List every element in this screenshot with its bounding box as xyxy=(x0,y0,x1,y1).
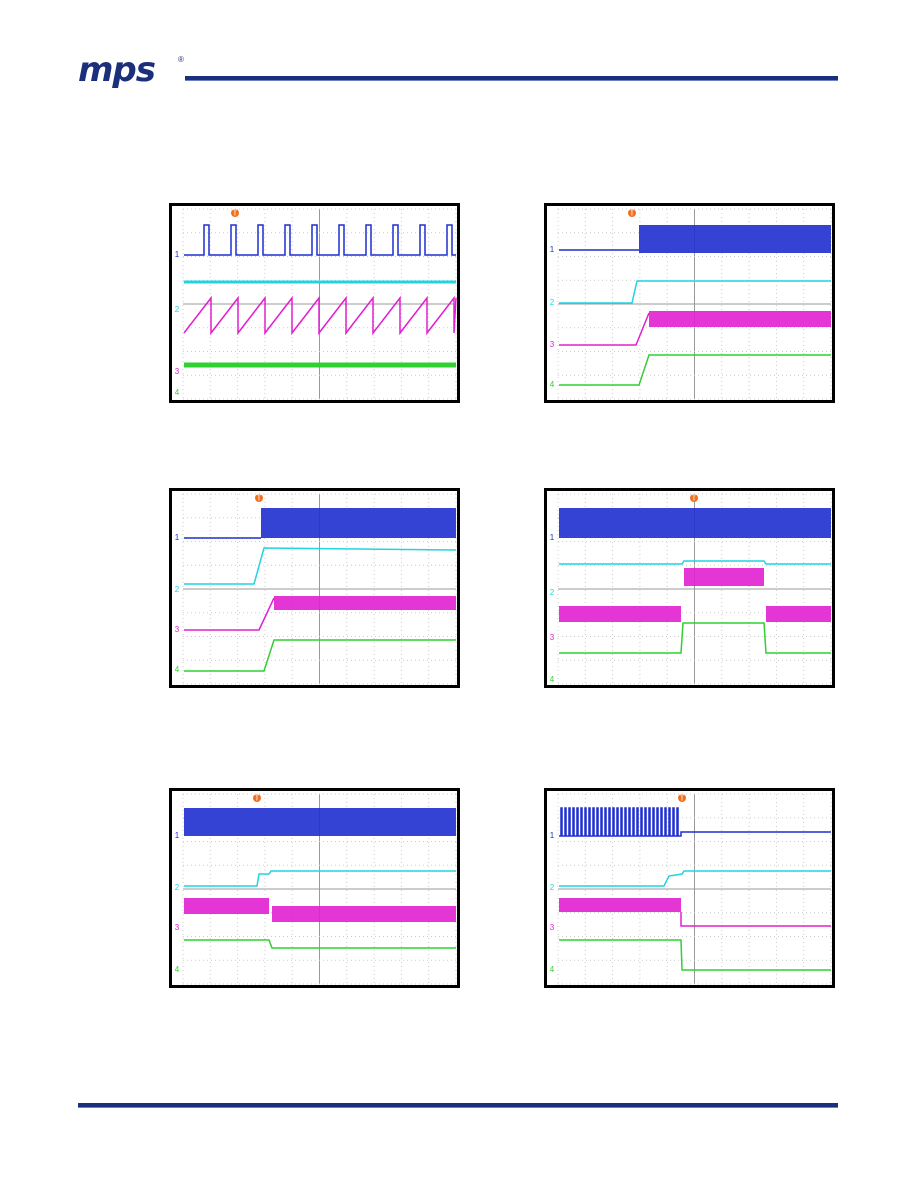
waveform xyxy=(184,639,456,672)
waveform-band xyxy=(559,898,681,912)
waveform xyxy=(184,870,456,887)
trigger-marker xyxy=(255,494,263,502)
channel-label: 2 xyxy=(550,298,555,307)
waveform-band xyxy=(559,508,831,538)
waveform-band xyxy=(559,606,681,622)
waveform-band xyxy=(184,898,269,914)
trigger-label: T xyxy=(630,209,635,218)
channel-label: 3 xyxy=(550,923,555,932)
oscilloscope: T 1 2 3 4 xyxy=(544,203,835,403)
waveform xyxy=(559,622,831,654)
channel-label: 3 xyxy=(550,340,555,349)
channel-label: 1 xyxy=(550,831,555,840)
channel-label: 3 xyxy=(175,923,180,932)
trigger-label: T xyxy=(692,494,697,503)
waveform xyxy=(680,912,831,927)
footer-rule xyxy=(78,1103,838,1107)
trigger-marker xyxy=(690,494,698,502)
waveform xyxy=(559,939,831,971)
waveform-band xyxy=(684,568,764,586)
channel-label: 4 xyxy=(550,675,555,684)
oscilloscope: T 1 2 3 4 xyxy=(544,788,835,988)
channel-label: 2 xyxy=(175,585,180,594)
channel-label: 2 xyxy=(175,305,180,314)
trigger-label: T xyxy=(680,794,685,803)
channel-label: 4 xyxy=(175,965,180,974)
waveform-band xyxy=(766,606,831,622)
waveform-band xyxy=(184,808,456,836)
trigger-marker xyxy=(231,209,239,217)
header-rule-shade xyxy=(185,80,838,81)
logo: mps xyxy=(78,50,156,90)
trigger-marker xyxy=(253,794,261,802)
channel-label: 2 xyxy=(550,588,555,597)
scope-group: T 1 2 3 4 T 1 2 3 4 T 1 2 3 4 T 1 2 3 4 T 1 2 3 4 T 1 2 3 4 xyxy=(169,203,835,988)
channel-label: 1 xyxy=(550,533,555,542)
oscilloscope: T 1 2 3 4 xyxy=(169,488,460,688)
channel-label: 4 xyxy=(550,380,555,389)
waveform-band xyxy=(649,311,831,327)
waveform xyxy=(184,224,456,256)
trigger-label: T xyxy=(255,794,260,803)
waveform xyxy=(184,939,456,949)
registered-mark: ® xyxy=(178,55,184,64)
waveform-band xyxy=(274,596,456,610)
waveform xyxy=(183,295,457,336)
header-rule xyxy=(185,76,838,80)
waveform-band xyxy=(639,225,831,253)
channel-label: 3 xyxy=(175,367,180,376)
waveform-band xyxy=(261,508,456,538)
channel-label: 4 xyxy=(175,388,180,397)
trigger-marker xyxy=(678,794,686,802)
channel-label: 1 xyxy=(175,533,180,542)
oscilloscope: T 1 2 3 4 xyxy=(169,788,460,988)
channel-label: 1 xyxy=(550,245,555,254)
waveform xyxy=(559,312,650,346)
waveform-band xyxy=(272,906,456,922)
oscilloscope: T 1 2 3 4 xyxy=(544,488,835,688)
channel-label: 3 xyxy=(550,633,555,642)
trigger-label: T xyxy=(233,209,238,218)
trigger-label: T xyxy=(257,494,262,503)
channel-label: 1 xyxy=(175,831,180,840)
channel-label: 4 xyxy=(550,965,555,974)
waveform xyxy=(559,807,831,837)
waveform xyxy=(559,870,831,887)
waveform xyxy=(559,560,831,565)
channel-label: 1 xyxy=(175,250,180,259)
waveform xyxy=(559,354,831,386)
footer-rule-shade xyxy=(78,1107,838,1108)
channel-label: 4 xyxy=(175,665,180,674)
oscilloscope: T 1 2 3 4 xyxy=(169,203,460,403)
channel-label: 2 xyxy=(550,883,555,892)
channel-label: 3 xyxy=(175,625,180,634)
waveform xyxy=(184,547,457,585)
waveform xyxy=(559,280,831,304)
trigger-marker xyxy=(628,209,636,217)
waveform xyxy=(184,597,275,631)
channel-label: 2 xyxy=(175,883,180,892)
